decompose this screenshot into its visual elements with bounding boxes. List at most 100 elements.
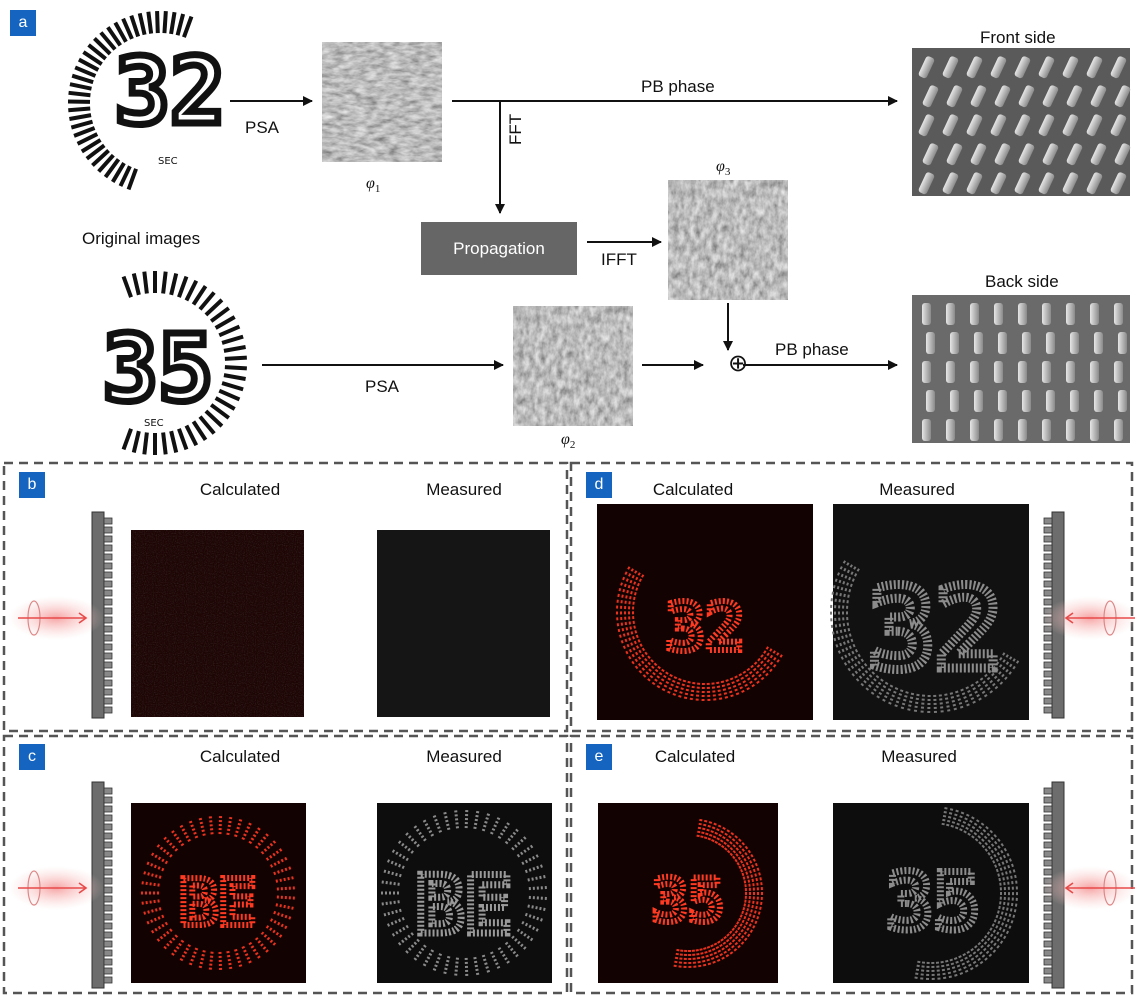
ring-tick — [521, 920, 539, 932]
ring-tick — [753, 661, 769, 677]
metasurface-tooth — [1043, 661, 1053, 669]
ring-tick — [699, 948, 707, 967]
metasurface-tooth — [1043, 931, 1053, 939]
nanopillar — [1018, 361, 1027, 383]
ring-tick — [744, 887, 763, 892]
ring-tick — [736, 921, 754, 933]
metasurface-tooth — [1043, 922, 1053, 930]
fft-label: FFT — [506, 113, 525, 145]
nanopillar — [1090, 361, 1099, 383]
ring-tick — [935, 961, 941, 980]
metasurface-tooth — [1043, 580, 1053, 588]
nanopillar — [1118, 390, 1127, 412]
metasurface-tooth — [103, 949, 113, 957]
gauge-tick — [169, 273, 179, 296]
ring-tick — [965, 686, 976, 704]
ring-tick — [765, 646, 783, 658]
metasurface-tooth — [103, 805, 113, 813]
ring-tick — [150, 921, 169, 934]
ring-tick — [511, 935, 527, 950]
metasurface-tooth — [103, 616, 113, 624]
ring-tick — [146, 914, 165, 925]
gauge-tick — [131, 430, 141, 453]
nanopillar — [966, 56, 983, 79]
ring-tick — [413, 825, 427, 842]
metasurface-tooth — [1043, 976, 1053, 984]
nanopillar — [1018, 143, 1035, 166]
ring-tick — [839, 566, 858, 577]
ring-tick — [920, 694, 926, 713]
ring-tick — [960, 688, 970, 707]
metasurface-tooth — [103, 832, 113, 840]
metasurface-tooth — [103, 967, 113, 975]
back-side-label: Back side — [985, 272, 1059, 291]
original-image-32: 32 SEC — [67, 10, 229, 191]
nanopillar — [1042, 419, 1051, 441]
nanopillar — [974, 390, 983, 412]
metasurface-tooth — [1043, 859, 1053, 867]
ring-tick — [143, 907, 162, 915]
ring-tick — [920, 961, 926, 980]
ring-tick — [617, 593, 636, 601]
ring-tick — [141, 899, 160, 905]
gauge-tick — [80, 138, 102, 154]
ring-tick — [742, 670, 755, 688]
nanopillar — [942, 172, 959, 195]
panel-a-badge: a — [10, 10, 36, 36]
ring-tick — [619, 630, 638, 638]
nanopillar — [994, 143, 1011, 166]
ring-tick — [734, 849, 751, 863]
ring-tick — [156, 928, 173, 942]
ring-tick — [999, 880, 1018, 886]
metasurface-tooth — [103, 688, 113, 696]
nanopillar — [1042, 303, 1051, 325]
ring-tick — [914, 960, 921, 979]
phase-map-phi2 — [513, 306, 633, 426]
gauge-tick — [177, 428, 189, 451]
ring-tick — [198, 817, 206, 836]
gauge-tick — [204, 298, 224, 317]
ring-tick — [830, 598, 849, 604]
nanopillar — [926, 390, 935, 412]
gauge-tick — [224, 365, 247, 371]
ring-tick — [627, 566, 645, 578]
beam-arrowhead — [1064, 612, 1074, 624]
nanopillar — [946, 303, 955, 325]
panel-d-metasurface-illustration — [1042, 511, 1135, 719]
panel-c-measured-digits: BE — [416, 859, 512, 952]
ring-tick — [528, 885, 547, 891]
ring-tick — [383, 869, 402, 878]
ring-tick — [999, 901, 1018, 907]
phase-map-phi1 — [322, 42, 442, 162]
ring-tick — [275, 903, 294, 910]
panel-d-measured-title: Measured — [879, 480, 955, 499]
ring-tick — [273, 910, 292, 920]
gauge-tick — [191, 420, 208, 441]
metasurface-tooth — [103, 823, 113, 831]
ring-tick — [760, 654, 777, 668]
ring-tick — [634, 655, 651, 670]
ring-tick — [497, 946, 510, 964]
sem-front-side — [912, 48, 1131, 196]
ring-tick — [504, 828, 519, 845]
gauge-tick — [209, 306, 230, 323]
ring-tick — [443, 811, 451, 831]
ring-tick — [738, 858, 756, 870]
ring-tick — [275, 876, 294, 883]
ring-tick — [504, 941, 519, 958]
ring-tick — [940, 960, 947, 980]
ring-tick — [454, 957, 459, 976]
ring-tick — [265, 925, 283, 938]
gauge-tick — [169, 430, 179, 453]
nanopillar — [998, 390, 1007, 412]
gauge-tick — [142, 432, 149, 455]
nanopillar — [1066, 303, 1075, 325]
metasurface-tooth — [1043, 823, 1053, 831]
ring-tick — [527, 904, 546, 912]
ring-tick — [974, 826, 989, 842]
nanopillar — [970, 143, 987, 166]
ring-tick — [997, 910, 1016, 919]
ring-tick — [656, 671, 669, 689]
panel-c-measured-title: Measured — [426, 747, 502, 766]
metasurface-tooth — [1043, 643, 1053, 651]
